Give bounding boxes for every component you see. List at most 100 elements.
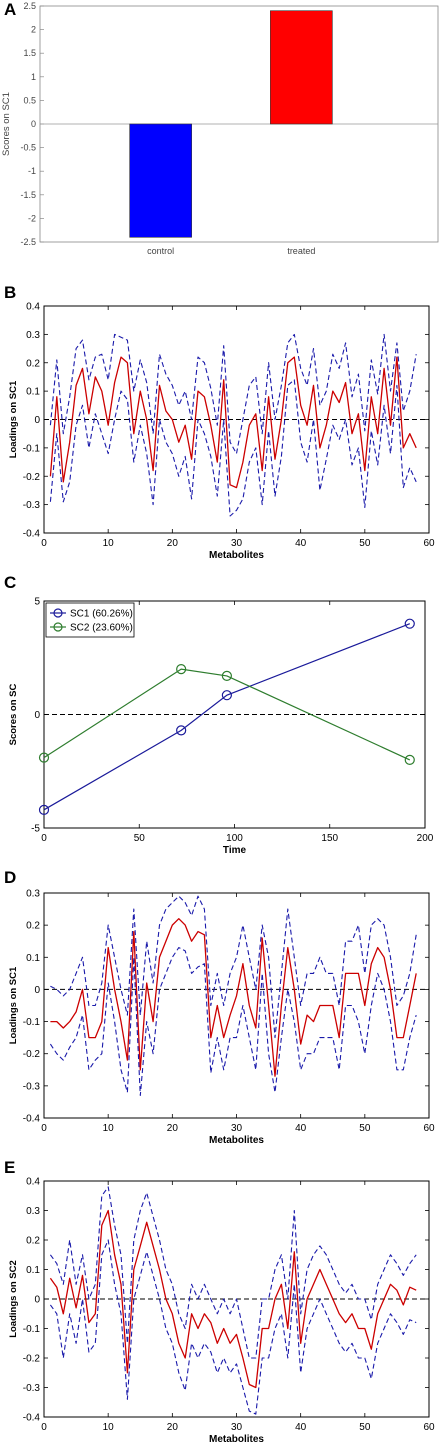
- panel-label-a: A: [4, 0, 17, 19]
- y-tick-label: -1: [28, 166, 36, 176]
- series-upper-bound: [49, 1186, 417, 1359]
- series-point-1: [404, 618, 415, 629]
- x-tick-label: 40: [295, 1422, 307, 1433]
- y-tick-label: -5: [31, 824, 40, 835]
- panel-label-b: B: [4, 283, 17, 302]
- legend-box: [45, 602, 135, 638]
- y-tick-label: 0: [34, 710, 40, 721]
- series-point-1: [176, 725, 187, 736]
- y-tick-label: -0.4: [23, 1413, 41, 1424]
- x-tick-label: 0: [41, 833, 47, 844]
- x-tick-label: 40: [295, 1123, 307, 1134]
- x-tick-label: 200: [417, 833, 434, 844]
- x-axis-label: Time: [223, 845, 247, 856]
- y-tick-label: 0.1: [26, 387, 40, 398]
- y-tick-label: -0.5: [20, 143, 36, 153]
- panel-label-c: C: [4, 573, 17, 592]
- y-tick-label: -2: [28, 213, 36, 223]
- x-tick-label: 0: [41, 538, 47, 549]
- y-tick-label: 0.4: [26, 1177, 40, 1188]
- y-tick-label: 0.3: [26, 330, 40, 341]
- x-tick-label: 100: [226, 833, 243, 844]
- y-tick-label: -0.1: [23, 1324, 41, 1335]
- series-point-2: [221, 670, 232, 682]
- x-category-label: control: [147, 246, 174, 256]
- x-tick-label: 60: [423, 1123, 435, 1134]
- y-tick-label: 0.2: [26, 358, 40, 369]
- legend-marker-2: [53, 622, 63, 632]
- panel-d: D -0.4 -0.3 -0.2 -0.1 0 0.1 0.2 0.3 0 10 20 30 40 50 6…: [0, 868, 448, 1158]
- series-upper-bound: [50, 895, 417, 1039]
- y-tick-label: -0.3: [23, 1383, 41, 1394]
- x-tick-label: 40: [295, 538, 307, 549]
- x-axis-label: Metabolites: [209, 1434, 264, 1444]
- y-tick-label: 0.2: [26, 921, 40, 932]
- x-tick-label: 50: [359, 538, 371, 549]
- x-axis-label: Metabolites: [209, 1135, 264, 1146]
- series-loading: [49, 1209, 417, 1389]
- y-tick-label: -0.1: [23, 443, 41, 454]
- y-tick-label: 0: [31, 119, 36, 129]
- y-tick-label: -0.2: [23, 1354, 41, 1365]
- series-point-2: [38, 752, 50, 763]
- x-tick-label: 30: [231, 1123, 243, 1134]
- series-point-1: [38, 804, 50, 815]
- x-tick-label: 20: [167, 1123, 179, 1134]
- x-tick-label: 50: [359, 1422, 371, 1433]
- y-axis-label: Scores on SC: [8, 683, 19, 745]
- y-tick-label: 0: [34, 985, 40, 996]
- y-tick-label: 2.5: [23, 1, 36, 11]
- x-tick-label: 20: [167, 1422, 179, 1433]
- panel-c: C -5 0 5 0 50 100 150 200 Time Scores on SC SC1 (6…: [0, 573, 448, 868]
- series-point-2: [176, 663, 187, 675]
- bar-control: [129, 123, 192, 238]
- y-tick-label: 2: [31, 25, 36, 35]
- x-tick-label: 20: [167, 538, 179, 549]
- y-axis-label: Loadings on SC2: [8, 1260, 19, 1338]
- panel-label-e: E: [4, 1158, 16, 1177]
- y-axis-label: Scores on SC1: [1, 92, 12, 156]
- x-tick-label: 0: [41, 1422, 47, 1433]
- bar-treated: [270, 10, 333, 125]
- y-tick-label: 5: [34, 597, 40, 608]
- x-tick-label: 0: [41, 1123, 47, 1134]
- y-axis-label: Loadings on SC1: [8, 966, 19, 1044]
- y-tick-label: 0.5: [23, 95, 36, 105]
- panel-e: E -0.4 -0.3 -0.2 -0.1 0 0.1 0.2 0.3 0.4 0 10 20 30 40…: [0, 1158, 448, 1444]
- series-lower-bound: [49, 1239, 417, 1415]
- y-tick-label: -0.4: [23, 1114, 41, 1125]
- x-tick-label: 30: [231, 538, 243, 549]
- series-loading: [49, 356, 417, 489]
- bar-chart-a: -2.5 -2 -1.5 -1 -0.5 0 0.5 1 1.5 2 2.5 control treat…: [1, 1, 439, 256]
- y-tick-label: 0.3: [26, 889, 40, 900]
- y-tick-label: 0: [34, 1295, 40, 1306]
- x-tick-label: 60: [423, 538, 435, 549]
- y-tick-label: -0.3: [23, 1081, 41, 1092]
- y-tick-label: -0.2: [23, 1049, 41, 1060]
- y-tick-label: -0.2: [23, 472, 41, 483]
- x-tick-label: 60: [423, 1422, 435, 1433]
- y-tick-label: -2.5: [20, 237, 36, 247]
- series-point-1: [221, 690, 232, 701]
- y-tick-label: 0.1: [26, 1265, 40, 1276]
- y-tick-label: -1.5: [20, 190, 36, 200]
- y-tick-label: 1: [31, 72, 36, 82]
- legend-marker-1: [53, 608, 63, 618]
- x-category-label: treated: [287, 246, 315, 256]
- panel-b: B -0.4 -0.3 -0.2 -0.1 0 0.1 0.2 0.3 0.4 0 10 20 30 40…: [0, 283, 448, 563]
- y-tick-label: -0.4: [23, 529, 41, 540]
- x-tick-label: 10: [103, 538, 115, 549]
- line-chart-e: -0.4 -0.3 -0.2 -0.1 0 0.1 0.2 0.3 0.4 0 10 20 30 40 50…: [8, 1177, 435, 1444]
- y-axis-label: Loadings on SC1: [8, 380, 19, 458]
- series-line-1: [43, 623, 411, 811]
- x-axis-label: Metabolites: [209, 550, 264, 561]
- y-tick-label: 0.4: [26, 302, 40, 313]
- series-lower-bound: [49, 947, 417, 1097]
- line-chart-d: -0.4 -0.3 -0.2 -0.1 0 0.1 0.2 0.3 0 10 20 30 40 50 60 M…: [8, 889, 435, 1147]
- x-tick-label: 50: [359, 1123, 371, 1134]
- x-tick-label: 10: [103, 1422, 115, 1433]
- x-tick-label: 10: [103, 1123, 115, 1134]
- series-lower-bound: [49, 379, 417, 517]
- series-loading: [50, 918, 417, 1077]
